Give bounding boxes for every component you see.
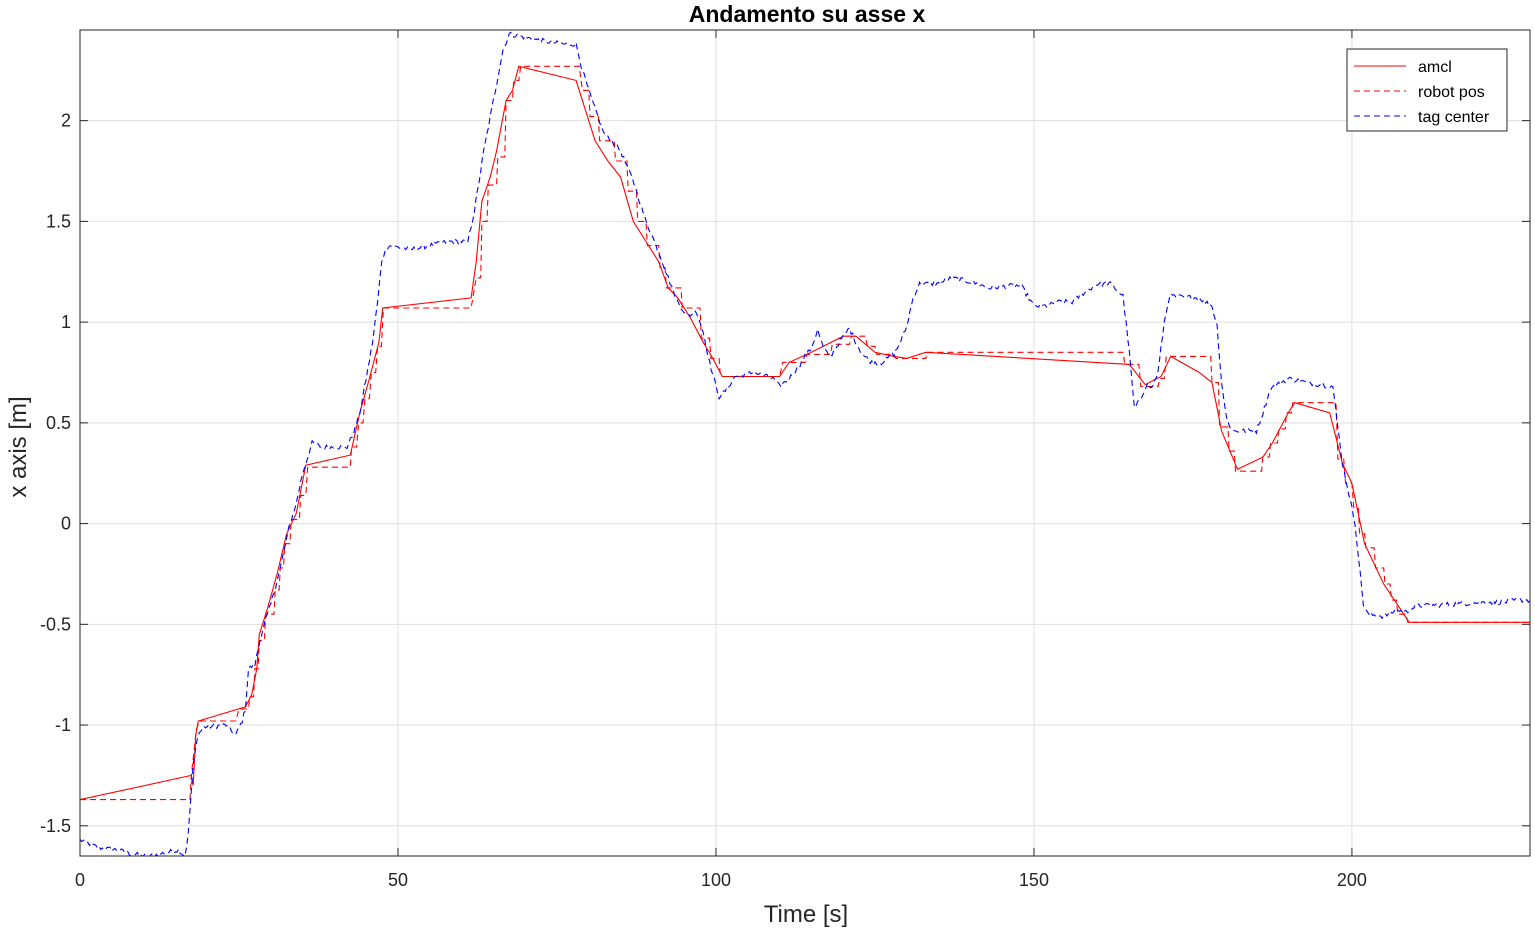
series-layer — [80, 31, 1530, 856]
y-tick-labels: -1.5 -1 -0.5 0 0.5 1 1.5 2 — [40, 111, 71, 836]
axes-background — [80, 30, 1530, 856]
chart-title: Andamento su asse x — [689, 1, 926, 27]
grid-lines — [79, 30, 1530, 856]
legend: amcl robot pos tag center — [1346, 48, 1508, 132]
x-tick-label: 0 — [75, 870, 85, 890]
x-tick-label: 100 — [701, 870, 731, 890]
y-tick-label: -1.5 — [40, 816, 71, 836]
y-tick-label: 1 — [61, 312, 71, 332]
plot-area: 0 50 100 150 200 -1.5 -1 -0.5 0 0.5 1 1.5 2 — [40, 29, 1531, 890]
x-tick-labels: 0 50 100 150 200 — [75, 870, 1367, 890]
series-line-tag-center — [80, 31, 1530, 856]
tick-marks — [79, 30, 1530, 856]
x-axis-label: Time [s] — [764, 901, 848, 928]
legend-label-amcl: amcl — [1418, 59, 1452, 76]
y-axis-label: x axis [m] — [5, 396, 32, 497]
series-line-amcl — [80, 65, 1530, 801]
y-tick-label: 0.5 — [46, 413, 71, 433]
axes-frame — [79, 29, 1531, 857]
y-tick-label: 2 — [61, 111, 71, 131]
series-line-robot-pos — [80, 65, 1530, 801]
y-tick-label: -1 — [55, 715, 71, 735]
x-tick-label: 50 — [388, 870, 408, 890]
legend-box — [1346, 48, 1508, 132]
y-tick-label: 0 — [61, 514, 71, 534]
y-tick-label: 1.5 — [46, 211, 71, 231]
x-tick-label: 200 — [1337, 870, 1367, 890]
legend-label-tag-center: tag center — [1418, 109, 1490, 126]
x-tick-label: 150 — [1019, 870, 1049, 890]
y-tick-label: -0.5 — [40, 614, 71, 634]
legend-label-robot-pos: robot pos — [1418, 84, 1485, 101]
